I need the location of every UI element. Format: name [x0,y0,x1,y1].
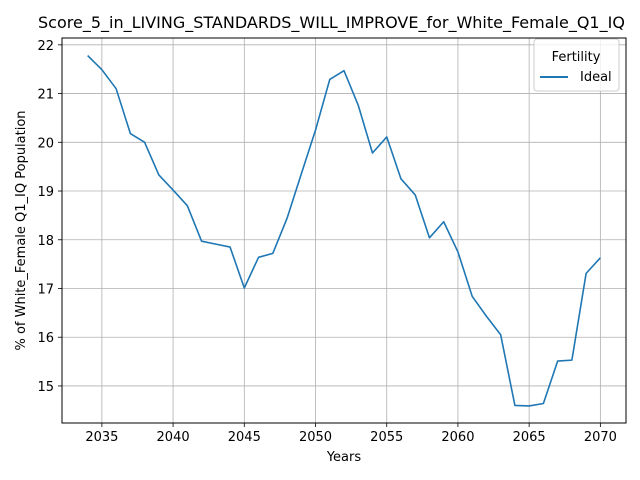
y-tick-label: 16 [37,331,54,346]
y-tick-label: 22 [37,39,54,54]
x-tick-label: 2055 [370,430,403,445]
x-tick-label: 2050 [299,430,332,445]
x-tick-label: 2040 [157,430,190,445]
x-tick-label: 2060 [441,430,474,445]
y-tick-label: 21 [37,88,54,103]
series-group [87,54,601,407]
x-tick-label: 2035 [85,430,118,445]
y-tick-label: 19 [37,185,54,200]
x-tick-label: 2065 [513,430,546,445]
grid [62,38,626,423]
x-axis-label: Years [326,450,362,465]
y-axis: 15 16 17 18 19 20 21 22 [37,39,62,395]
series-line-ideal [87,54,601,407]
chart-title: Score_5_in_LIVING_STANDARDS_WILL_IMPROVE… [38,13,625,33]
legend-label-ideal: Ideal [580,70,612,85]
y-tick-label: 18 [37,234,54,249]
legend: Fertility Ideal [533,38,620,92]
legend-title: Fertility [552,50,601,65]
y-tick-label: 15 [37,380,54,395]
x-tick-label: 2045 [228,430,261,445]
plot-area [61,37,627,424]
y-axis-label: % of White_Female Q1_IQ Population [14,110,29,350]
x-axis: 2035 2040 2045 2050 2055 2060 2065 2070 [85,423,617,445]
x-tick-label: 2070 [584,430,617,445]
y-tick-label: 20 [37,136,54,151]
y-tick-label: 17 [37,282,54,297]
